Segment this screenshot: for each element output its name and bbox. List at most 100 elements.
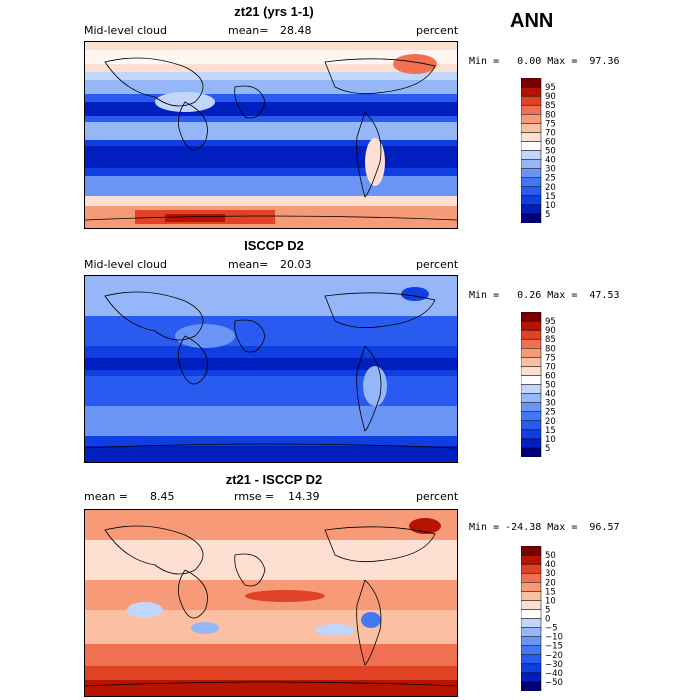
colorbar-tick-label: 90 [545,92,556,102]
colorbar-tick-label: 40 [545,560,556,570]
colorbar-box [520,572,542,583]
colorbar-box [520,591,542,601]
colorbar-tick-label: 75 [545,353,556,363]
colorbar-box [520,348,542,358]
panel3-map [84,509,458,697]
colorbar-box [520,654,542,665]
colorbar-box [520,645,542,655]
colorbar-box [520,168,542,178]
panel3-colorbar: 50 40 30 20 15 10 5 0 −5 −10 −15 −20 −30 −40 −50 [520,545,581,696]
colorbar-box [520,186,542,197]
colorbar-tick-label: 5 [545,605,550,615]
panel1-title: zt21 (yrs 1-1) [234,4,314,19]
colorbar-box [520,159,542,169]
panel3-mean-value: 8.45 [150,490,175,503]
colorbar-tick-label: 95 [545,317,556,327]
colorbar-tick-label: 50 [545,381,556,391]
colorbar-box [520,86,542,97]
colorbar-box [520,195,542,206]
panel3-units: percent [416,490,459,503]
colorbar-tick-label: 70 [545,362,556,372]
colorbar-tick-label: 25 [545,174,556,184]
panel2-minmax: Min = 0.26 Max = 47.53 [469,290,620,301]
colorbar-box [520,204,542,215]
panel1-map [84,41,458,229]
colorbar-tick-label: 85 [545,335,556,345]
colorbar-box [520,582,542,592]
colorbar-box [520,393,542,403]
colorbar-tick-label: 10 [545,201,556,211]
colorbar-tick-label: −15 [545,642,563,652]
colorbar-box [520,681,542,692]
colorbar-box [520,438,542,449]
colorbar-box [520,402,542,412]
colorbar-box [520,95,542,106]
colorbar-box [520,123,542,133]
panel3-minmax: Min = -24.38 Max = 96.57 [469,522,620,533]
colorbar-box [520,329,542,340]
colorbar-tick-label: 0 [545,615,550,625]
colorbar-box [520,150,542,160]
colorbar-tick-label: 60 [545,371,556,381]
colorbar-tick-label: 30 [545,569,556,579]
colorbar-tick-label: −50 [545,678,563,688]
panel2-units: percent [416,258,459,271]
colorbar-tick-label: 50 [545,551,556,561]
colorbar-tick-label: 30 [545,165,556,175]
colorbar-box [520,77,542,88]
panel1-units: percent [416,24,459,37]
panel1-mean-value: 28.48 [280,24,312,37]
colorbar-tick-label: 30 [545,399,556,409]
panel3-rmse-value: 14.39 [288,490,320,503]
colorbar-tick-label: 15 [545,587,556,597]
colorbar-tick-label: 10 [545,596,556,606]
colorbar-box [520,311,542,322]
colorbar-tick-label: 80 [545,344,556,354]
colorbar-tick-label: −30 [545,660,563,670]
colorbar-box [520,563,542,574]
colorbar-tick-label: 5 [545,210,550,220]
panel2-title: ISCCP D2 [244,238,304,253]
panel3-mean-label: mean = [84,490,128,503]
panel2-variable: Mid-level cloud [84,258,167,271]
colorbar-box [520,600,542,610]
colorbar-box [520,357,542,367]
colorbar-box [520,447,542,458]
panel3-title: zt21 - ISCCP D2 [225,472,323,487]
colorbar-tick-label: 40 [545,390,556,400]
colorbar-tick-label: 80 [545,110,556,120]
colorbar-box [520,338,542,349]
colorbar-tick-label: 40 [545,156,556,166]
panel1-minmax: Min = 0.00 Max = 97.36 [469,56,620,67]
colorbar-tick-label: 5 [545,444,550,454]
colorbar-tick-label: 70 [545,128,556,138]
panel2-map [84,275,458,463]
colorbar-tick-label: 10 [545,435,556,445]
colorbar-tick-label: 20 [545,578,556,588]
colorbar-box [520,627,542,637]
colorbar-tick-label: 85 [545,101,556,111]
colorbar-tick-label: −20 [545,651,563,661]
colorbar-box [520,420,542,431]
colorbar-box [520,663,542,674]
colorbar-box [520,132,542,142]
panel1-colorbar: 95 90 85 80 75 70 60 50 40 30 25 20 15 10 5 [520,77,581,228]
colorbar-tick-label: 60 [545,137,556,147]
colorbar-box [520,177,542,187]
colorbar-tick-label: 50 [545,147,556,157]
colorbar-box [520,545,542,556]
colorbar-box [520,429,542,440]
colorbar-tick-label: 95 [545,83,556,93]
colorbar-tick-label: 15 [545,426,556,436]
panel2-mean-value: 20.03 [280,258,312,271]
colorbar-box [520,213,542,224]
colorbar-box [520,141,542,151]
colorbar-box [520,375,542,385]
colorbar-box [520,114,542,124]
colorbar-tick-label: 20 [545,183,556,193]
panel2-mean-label: mean= [228,258,269,271]
colorbar-box [520,384,542,394]
panel1-mean-label: mean= [228,24,269,37]
colorbar-box [520,104,542,115]
colorbar-tick-label: −10 [545,633,563,643]
